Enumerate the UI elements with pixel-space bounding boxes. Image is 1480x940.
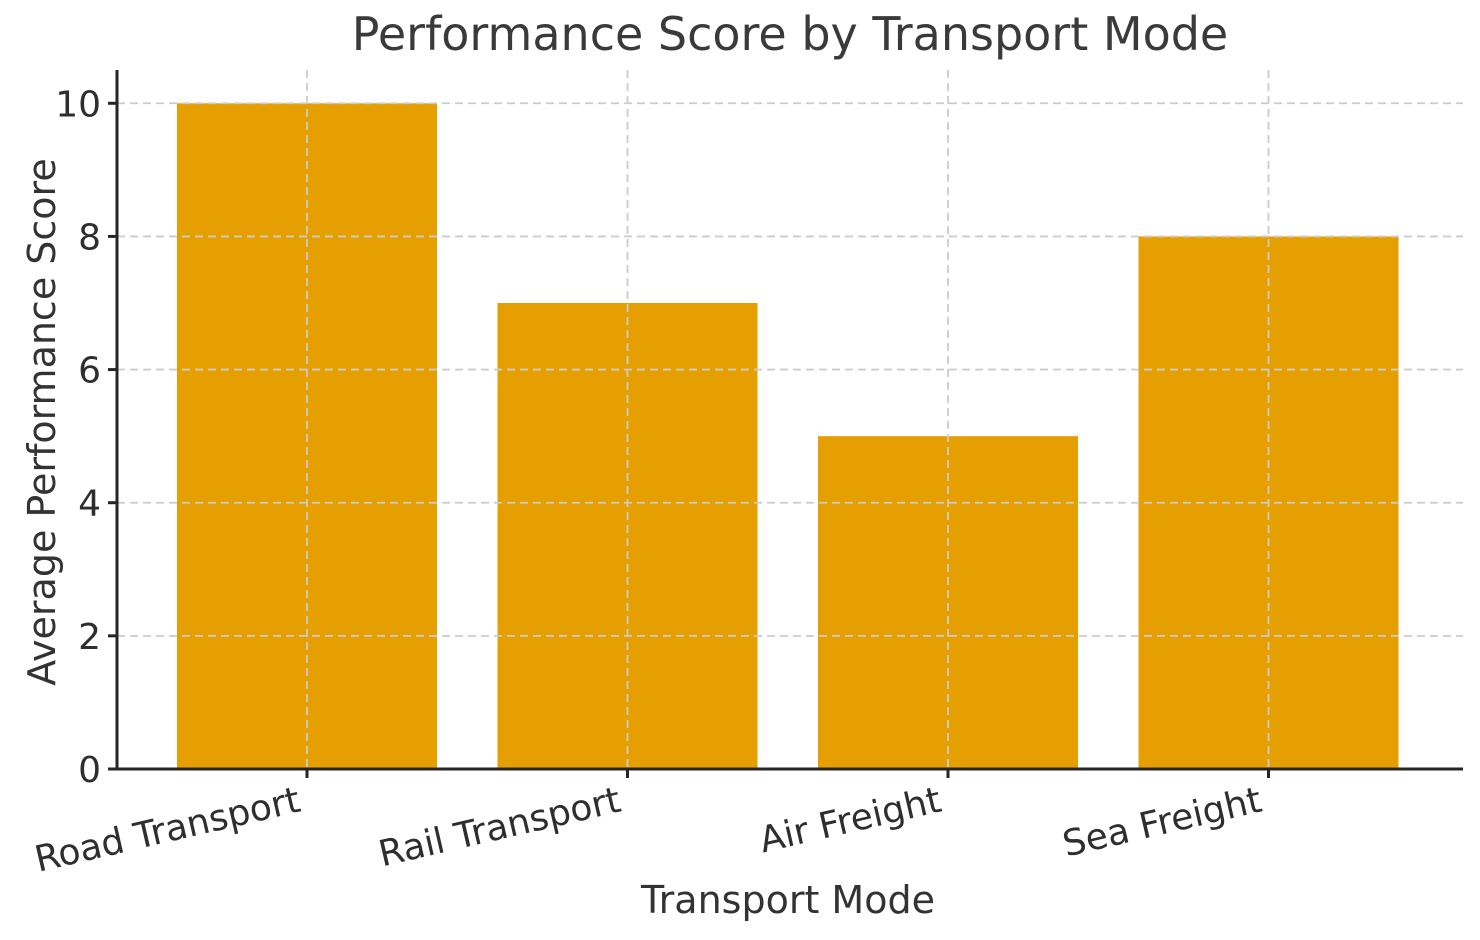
- bar-rail-transport: [497, 303, 758, 769]
- grid-layer: [117, 70, 1463, 769]
- y-tick-label-10: 10: [55, 84, 101, 125]
- y-tick-label-6: 6: [78, 351, 101, 392]
- x-tick-label-road-transport: Road Transport: [31, 780, 304, 881]
- y-tick-label-0: 0: [78, 750, 101, 791]
- x-tick-label-air-freight: Air Freight: [756, 780, 945, 862]
- x-tick-label-sea-freight: Sea Freight: [1059, 780, 1266, 866]
- x-tick-label-rail-transport: Rail Transport: [375, 780, 625, 875]
- y-tick-label-2: 2: [78, 617, 101, 658]
- y-axis-label: Average Performance Score: [20, 158, 64, 685]
- y-tick-label-4: 4: [78, 484, 101, 525]
- x-axis-label: Transport Mode: [640, 878, 935, 922]
- bars-layer: [177, 103, 1399, 770]
- y-tick-label-8: 8: [78, 217, 101, 258]
- chart-title: Performance Score by Transport Mode: [352, 7, 1228, 61]
